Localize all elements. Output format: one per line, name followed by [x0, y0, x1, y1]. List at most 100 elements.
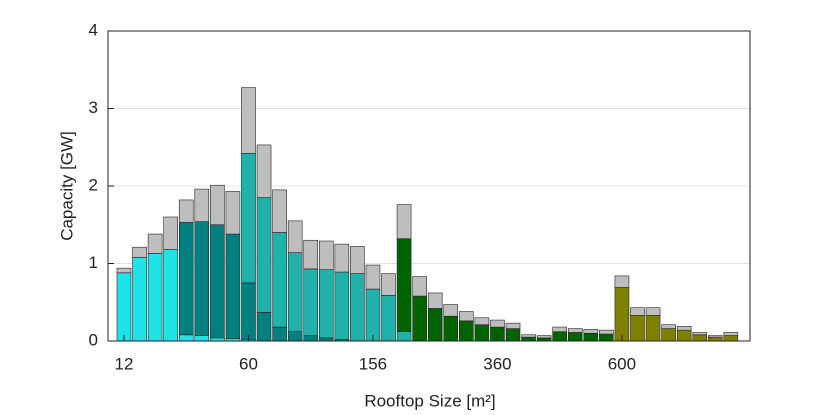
x-tick-label: 60: [239, 354, 258, 373]
bar-segment: [567, 328, 583, 333]
bar-segment: [303, 239, 319, 270]
bar-segment: [459, 311, 474, 322]
y-tick-label: 0: [89, 330, 98, 349]
bar-segment: [381, 294, 396, 342]
bar-segment: [225, 191, 241, 235]
bar-segment: [630, 315, 645, 342]
bar-segment: [521, 334, 536, 338]
bar-segment: [707, 336, 723, 342]
bar-segment: [412, 295, 427, 342]
bar-segment: [474, 324, 490, 342]
bar-segment: [194, 335, 210, 342]
bar-segment: [412, 276, 427, 297]
bar-segment: [147, 233, 163, 254]
bar-segment: [459, 320, 474, 342]
bar-segment: [567, 332, 583, 342]
bar-segment: [116, 267, 132, 274]
y-tick-label: 4: [89, 20, 98, 39]
bar-segment: [474, 317, 490, 326]
y-tick-label: 3: [89, 98, 98, 117]
bar-segment: [630, 307, 645, 316]
bar-segment: [287, 331, 303, 342]
plot-frame: [107, 30, 751, 342]
bar-segment: [599, 333, 614, 342]
bar-segment: [661, 328, 676, 342]
bar-segment: [241, 153, 256, 284]
bar-segment: [194, 221, 210, 336]
bar-segment: [427, 308, 443, 342]
bar-segment: [676, 329, 692, 342]
bar-segment: [318, 269, 334, 339]
bar-segment: [272, 232, 287, 328]
bar-segment: [163, 249, 178, 342]
bar-segment: [723, 332, 739, 336]
bar-segment: [210, 224, 225, 339]
bar-segment: [692, 334, 708, 342]
x-tick-label: 600: [608, 354, 636, 373]
bar-segment: [287, 220, 303, 253]
bar-segment: [723, 335, 739, 342]
bar-segment: [443, 304, 459, 317]
bar-segment: [210, 184, 225, 226]
bar-segment: [303, 268, 319, 336]
bar-segment: [241, 282, 256, 340]
bar-segment: [707, 335, 723, 338]
bar-segment: [645, 307, 661, 316]
bar-segment: [599, 329, 614, 335]
bar-segment: [132, 246, 147, 258]
bar-segment: [505, 322, 521, 329]
bar-segment: [583, 329, 599, 334]
x-tick-label: 360: [483, 354, 511, 373]
bar-segment: [676, 325, 692, 331]
bar-segment: [427, 292, 443, 309]
bar-segment: [272, 189, 287, 233]
bar-segment: [256, 312, 272, 342]
bar-segment: [334, 243, 350, 273]
bar-segment: [178, 334, 194, 342]
bar-segment: [614, 287, 630, 342]
bar-segment: [536, 335, 552, 339]
bar-segment: [272, 326, 287, 342]
bar-segment: [490, 319, 505, 328]
y-tick-label: 1: [89, 253, 98, 272]
bar-segment: [334, 271, 350, 340]
bar-segment: [661, 324, 676, 329]
bar-segment: [350, 273, 365, 342]
bar-segment: [132, 256, 147, 342]
bar-segment: [178, 199, 194, 223]
bar-segment: [645, 315, 661, 342]
bar-segment: [256, 144, 272, 198]
bar-segment: [381, 273, 396, 296]
y-tick-label: 2: [89, 175, 98, 194]
bar-segment: [256, 197, 272, 313]
bar-segment: [692, 332, 708, 336]
bar-segment: [365, 264, 381, 290]
bar-segment: [396, 238, 412, 332]
bar-segment: [521, 336, 536, 342]
x-tick-label: 156: [359, 354, 387, 373]
bar-segment: [303, 335, 319, 342]
bar-segment: [505, 328, 521, 342]
bar-segment: [147, 253, 163, 342]
bar-segment: [552, 331, 567, 342]
bar-segment: [163, 216, 178, 250]
bar-segment: [583, 332, 599, 342]
bar-segment: [350, 246, 365, 274]
bar-segment: [225, 233, 241, 339]
y-axis-label: Capacity [GW]: [57, 131, 76, 241]
bar-segment: [396, 331, 412, 342]
bar-segment: [614, 275, 630, 288]
bar-segment: [178, 222, 194, 336]
x-tick-label: 12: [115, 354, 134, 373]
x-axis-label: Rooftop Size [m²]: [364, 391, 495, 410]
bar-segment: [287, 252, 303, 332]
bar-segment: [552, 326, 567, 332]
bar-segment: [443, 315, 459, 342]
bar-segment: [318, 240, 334, 270]
bar-segment: [365, 288, 381, 342]
bar-segment: [116, 272, 132, 342]
bar-segment: [194, 188, 210, 222]
bar-segment: [396, 204, 412, 240]
